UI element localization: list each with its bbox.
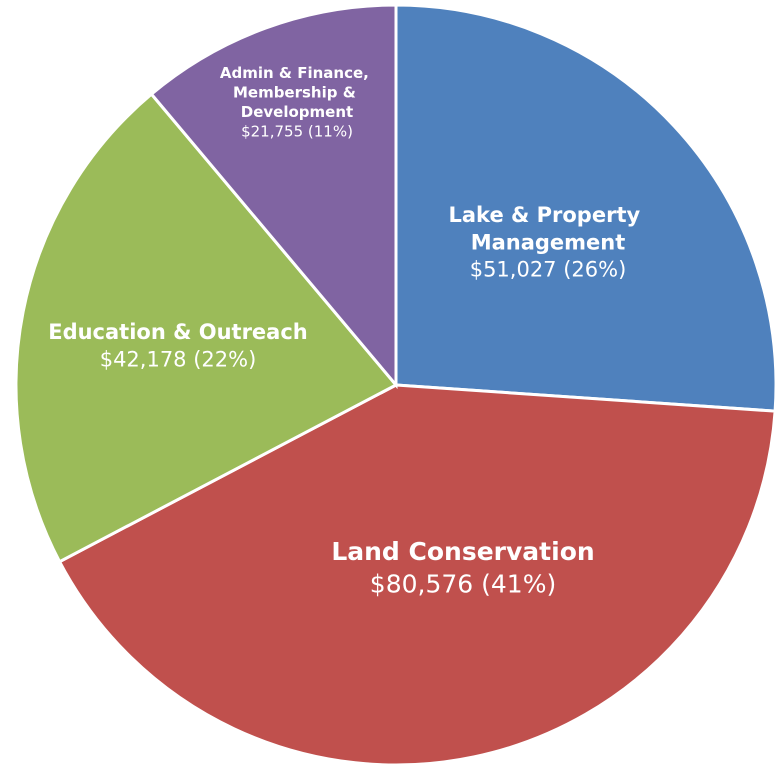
slice-label: Education & Outreach xyxy=(48,320,308,344)
slice-value-label: $42,178 (22%) xyxy=(100,347,257,371)
slice-value-label: $21,755 (11%) xyxy=(241,123,353,141)
slice-value-label: $80,576 (41%) xyxy=(370,570,556,599)
slice-label: Admin & Finance, Membership & Developmen… xyxy=(220,64,374,121)
slice-label: Lake & Property Management xyxy=(449,203,648,254)
pie-slice xyxy=(14,92,399,564)
slice-value-label: $51,027 (26%) xyxy=(470,258,627,282)
slice-label: Land Conservation xyxy=(331,537,594,566)
pie-slice xyxy=(57,383,777,764)
pie-slice xyxy=(149,3,398,390)
pie-slice xyxy=(394,3,778,413)
